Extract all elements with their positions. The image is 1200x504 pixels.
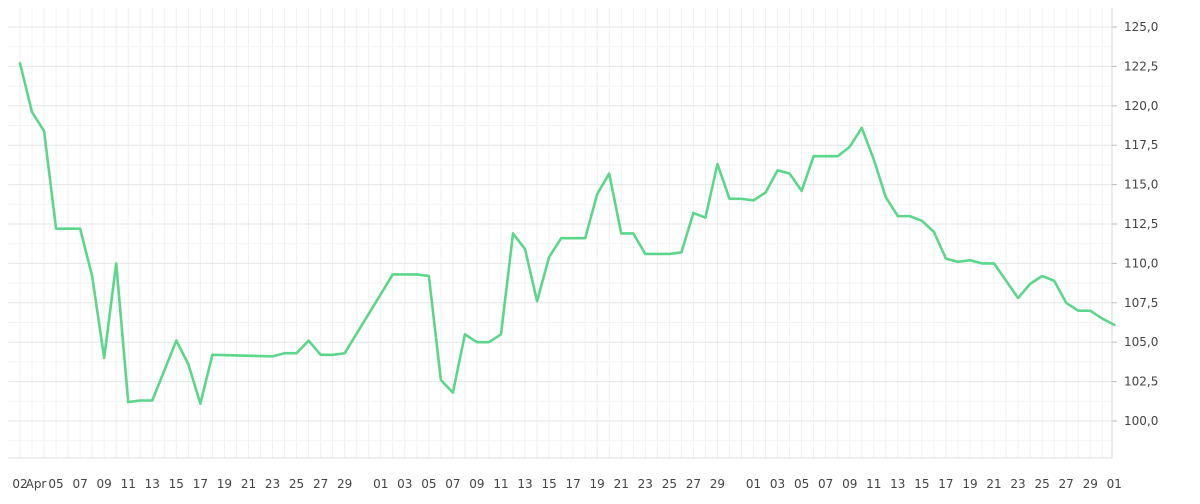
- y-tick-label: 110,0: [1124, 256, 1158, 270]
- x-tick-label: 15: [169, 477, 184, 491]
- x-tick-label: 13: [890, 477, 905, 491]
- x-tick-label: 11: [866, 477, 881, 491]
- x-tick-label: 17: [193, 477, 208, 491]
- axes: [8, 8, 1113, 459]
- x-tick-label: 15: [541, 477, 556, 491]
- x-tick-label: 19: [962, 477, 977, 491]
- y-tick-label: 102,5: [1124, 375, 1158, 389]
- x-tick-label: 23: [638, 477, 653, 491]
- x-tick-label: 27: [1059, 477, 1074, 491]
- x-tick-label: 21: [614, 477, 629, 491]
- x-tick-label: 01: [746, 477, 761, 491]
- y-tick-label: 115,0: [1124, 178, 1158, 192]
- x-tick-label: 03: [770, 477, 785, 491]
- x-tick-label: 21: [241, 477, 256, 491]
- x-tick-label: 01: [373, 477, 388, 491]
- y-tick-label: 117,5: [1124, 138, 1158, 152]
- x-tick-label: 09: [97, 477, 112, 491]
- y-tick-label: 112,5: [1124, 217, 1158, 231]
- x-tick-label: 23: [265, 477, 280, 491]
- x-tick-label: 07: [72, 477, 87, 491]
- x-tick-label: 25: [1034, 477, 1049, 491]
- x-tick-label: 09: [469, 477, 484, 491]
- x-tick-label: 11: [121, 477, 136, 491]
- x-tick-label: 07: [445, 477, 460, 491]
- y-tick-label: 107,5: [1124, 296, 1158, 310]
- x-tick-label: 01: [1107, 477, 1122, 491]
- x-tick-label: 19: [590, 477, 605, 491]
- x-tick-label: 29: [337, 477, 352, 491]
- y-tick-label: 122,5: [1124, 59, 1158, 73]
- x-tick-label-month: Apr: [26, 477, 47, 491]
- x-tick-label: 23: [1010, 477, 1025, 491]
- x-tick-label: 17: [938, 477, 953, 491]
- x-tick-label: 27: [686, 477, 701, 491]
- x-tick-label: 25: [662, 477, 677, 491]
- x-tick-label: 02: [12, 477, 27, 491]
- x-tick-label: 15: [914, 477, 929, 491]
- x-tick-label: 07: [818, 477, 833, 491]
- x-tick-label: 13: [517, 477, 532, 491]
- x-tick-label: 29: [710, 477, 725, 491]
- x-tick-label: 25: [289, 477, 304, 491]
- x-tick-label: 13: [145, 477, 160, 491]
- x-tick-label: 11: [493, 477, 508, 491]
- x-tick-label: 19: [217, 477, 232, 491]
- x-tick-label: 21: [986, 477, 1001, 491]
- x-tick-label: 05: [48, 477, 63, 491]
- x-tick-label: 03: [397, 477, 412, 491]
- y-tick-label: 100,0: [1124, 414, 1158, 428]
- y-axis-ticks: 100,0 102,5 105,0 107,5 110,0 112,5 115,0 117,5…: [1112, 20, 1158, 428]
- x-tick-label: 29: [1083, 477, 1098, 491]
- grid: [8, 8, 1112, 458]
- y-tick-label: 120,0: [1124, 99, 1158, 113]
- series-line: [18, 61, 1116, 405]
- x-tick-label: 17: [566, 477, 581, 491]
- x-tick-label: 05: [794, 477, 809, 491]
- series-layer: [18, 61, 1116, 405]
- x-tick-label: 27: [313, 477, 328, 491]
- y-tick-label: 105,0: [1124, 335, 1158, 349]
- x-tick-label: 09: [842, 477, 857, 491]
- x-tick-label: 05: [421, 477, 436, 491]
- y-tick-label: 125,0: [1124, 20, 1158, 34]
